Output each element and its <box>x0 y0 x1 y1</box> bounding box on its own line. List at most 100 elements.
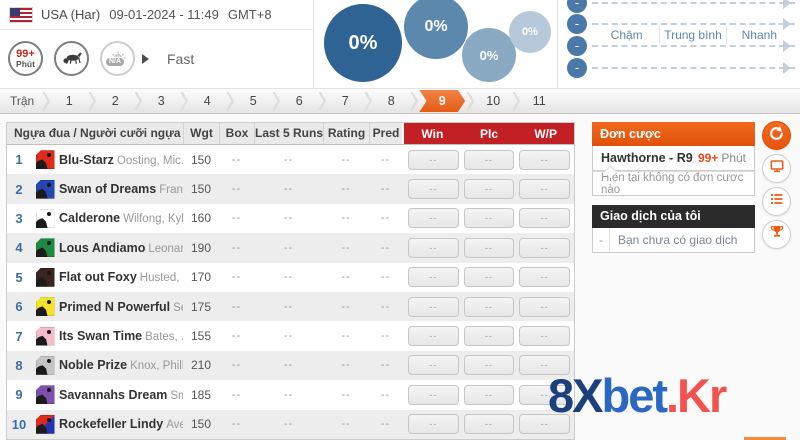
watermark-underline <box>744 437 786 440</box>
race-tab-1[interactable]: 1 <box>65 94 73 108</box>
plc-odds-button[interactable]: -- <box>463 149 515 170</box>
wp-odds-button[interactable]: -- <box>519 384 571 405</box>
dashed-arrow-line <box>592 18 795 30</box>
wp-odds-button[interactable]: -- <box>519 237 571 258</box>
weight-value: 185 <box>190 387 212 402</box>
collapse-minus-button[interactable]: - <box>567 14 587 34</box>
race-list-button[interactable] <box>762 187 791 216</box>
race-tab-9[interactable]: 9 <box>419 90 466 112</box>
bet-buttons-cell: -- -- -- <box>404 326 574 347</box>
plc-odds-button[interactable]: -- <box>463 296 515 317</box>
wp-odds-button[interactable]: -- <box>519 414 571 435</box>
race-tab-5[interactable]: 5 <box>249 94 257 108</box>
horse-jockey-cell: Primed N PowerfulSe... <box>59 300 183 314</box>
collapse-minus-button[interactable]: - <box>567 36 587 56</box>
wp-odds-button[interactable]: -- <box>519 355 571 376</box>
win-odds-button[interactable]: -- <box>408 179 459 200</box>
trophy-icon <box>769 224 785 245</box>
win-odds-button[interactable]: -- <box>408 296 459 317</box>
bet-buttons-cell: -- -- -- <box>404 296 574 317</box>
transactions-dash: - <box>593 228 610 252</box>
bet-slip-title: Đơn cược <box>592 122 755 146</box>
silk-cell <box>31 414 59 434</box>
race-tab-2[interactable]: 2 <box>111 94 119 108</box>
win-odds-button[interactable]: -- <box>408 384 459 405</box>
plc-odds-button[interactable]: -- <box>463 208 515 229</box>
rating-value: -- <box>341 153 351 166</box>
side-icon-strip <box>762 121 791 249</box>
win-odds-button[interactable]: -- <box>408 149 459 170</box>
collapse-minus-button[interactable]: - <box>567 0 587 13</box>
race-countdown-unit: Phút <box>721 151 746 165</box>
win-odds-button[interactable]: -- <box>408 355 459 376</box>
horse-number: 10 <box>11 416 27 432</box>
jockey-name: Husted, ... <box>139 272 183 285</box>
last5-value: -- <box>283 359 294 372</box>
plc-odds-button[interactable]: -- <box>463 414 515 435</box>
race-tab-4[interactable]: 4 <box>203 94 211 108</box>
win-odds-button[interactable]: -- <box>408 414 459 435</box>
silk-icon <box>35 179 55 199</box>
bet-buttons-cell: -- -- -- <box>404 267 574 288</box>
pace-label-slow: Chậm <box>610 28 643 42</box>
rating-value: -- <box>341 418 351 431</box>
tab-chevron-icon <box>134 92 143 110</box>
plc-odds-button[interactable]: -- <box>463 267 515 288</box>
race-tab-11[interactable]: 11 <box>532 94 546 108</box>
col-header-horse-jockey: Ngựa đua / Người cưỡi ngựa <box>14 126 181 140</box>
last5-value: -- <box>283 300 294 313</box>
refresh-icon <box>768 125 785 147</box>
col-header-last5: Last 5 Runs <box>254 123 323 144</box>
win-odds-button[interactable]: -- <box>408 208 459 229</box>
plc-odds-button[interactable]: -- <box>463 237 515 258</box>
dashed-arrow-line <box>592 0 795 9</box>
horse-number: 2 <box>15 181 23 197</box>
wp-odds-button[interactable]: -- <box>519 326 571 347</box>
plc-odds-button[interactable]: -- <box>463 384 515 405</box>
plc-odds-button[interactable]: -- <box>463 355 515 376</box>
wp-odds-button[interactable]: -- <box>519 149 571 170</box>
bet-buttons-cell: -- -- -- <box>404 384 574 405</box>
plc-odds-button[interactable]: -- <box>463 326 515 347</box>
race-tab-7[interactable]: 7 <box>341 94 349 108</box>
pred-value: -- <box>380 388 391 401</box>
rating-value: -- <box>341 359 351 372</box>
pointer-triangle-icon <box>142 53 154 64</box>
last5-value: -- <box>283 183 294 196</box>
tab-chevron-icon <box>318 92 327 110</box>
refresh-button[interactable] <box>762 121 791 150</box>
results-button[interactable] <box>762 220 791 249</box>
main-area: Ngựa đua / Người cưỡi ngựa Wgt Box Last … <box>0 114 800 440</box>
win-odds-button[interactable]: -- <box>408 267 459 288</box>
win-odds-button[interactable]: -- <box>408 326 459 347</box>
horse-name: Flat out Foxy <box>59 270 137 285</box>
wp-odds-button[interactable]: -- <box>519 208 571 229</box>
last5-value: -- <box>283 330 294 343</box>
col-header-box: Box <box>219 123 254 144</box>
col-header-wp: W/P <box>534 127 558 141</box>
plc-odds-button[interactable]: -- <box>463 179 515 200</box>
collapse-minus-button[interactable]: - <box>567 58 587 78</box>
horse-name: Primed N Powerful <box>59 299 171 314</box>
wp-odds-button[interactable]: -- <box>519 296 571 317</box>
box-value: -- <box>231 388 242 401</box>
win-odds-button[interactable]: -- <box>408 237 459 258</box>
race-tab-8[interactable]: 8 <box>387 94 395 108</box>
jockey-name: Fran... <box>159 184 183 197</box>
weight-value: 190 <box>190 240 212 255</box>
wp-odds-button[interactable]: -- <box>519 179 571 200</box>
live-video-button[interactable] <box>762 154 791 183</box>
wp-odds-button[interactable]: -- <box>519 267 571 288</box>
race-tab-10[interactable]: 10 <box>486 94 501 108</box>
jockey-name: Sm... <box>170 389 183 402</box>
race-tab-6[interactable]: 6 <box>295 94 303 108</box>
silk-cell <box>31 179 59 199</box>
race-tab-3[interactable]: 3 <box>157 94 165 108</box>
